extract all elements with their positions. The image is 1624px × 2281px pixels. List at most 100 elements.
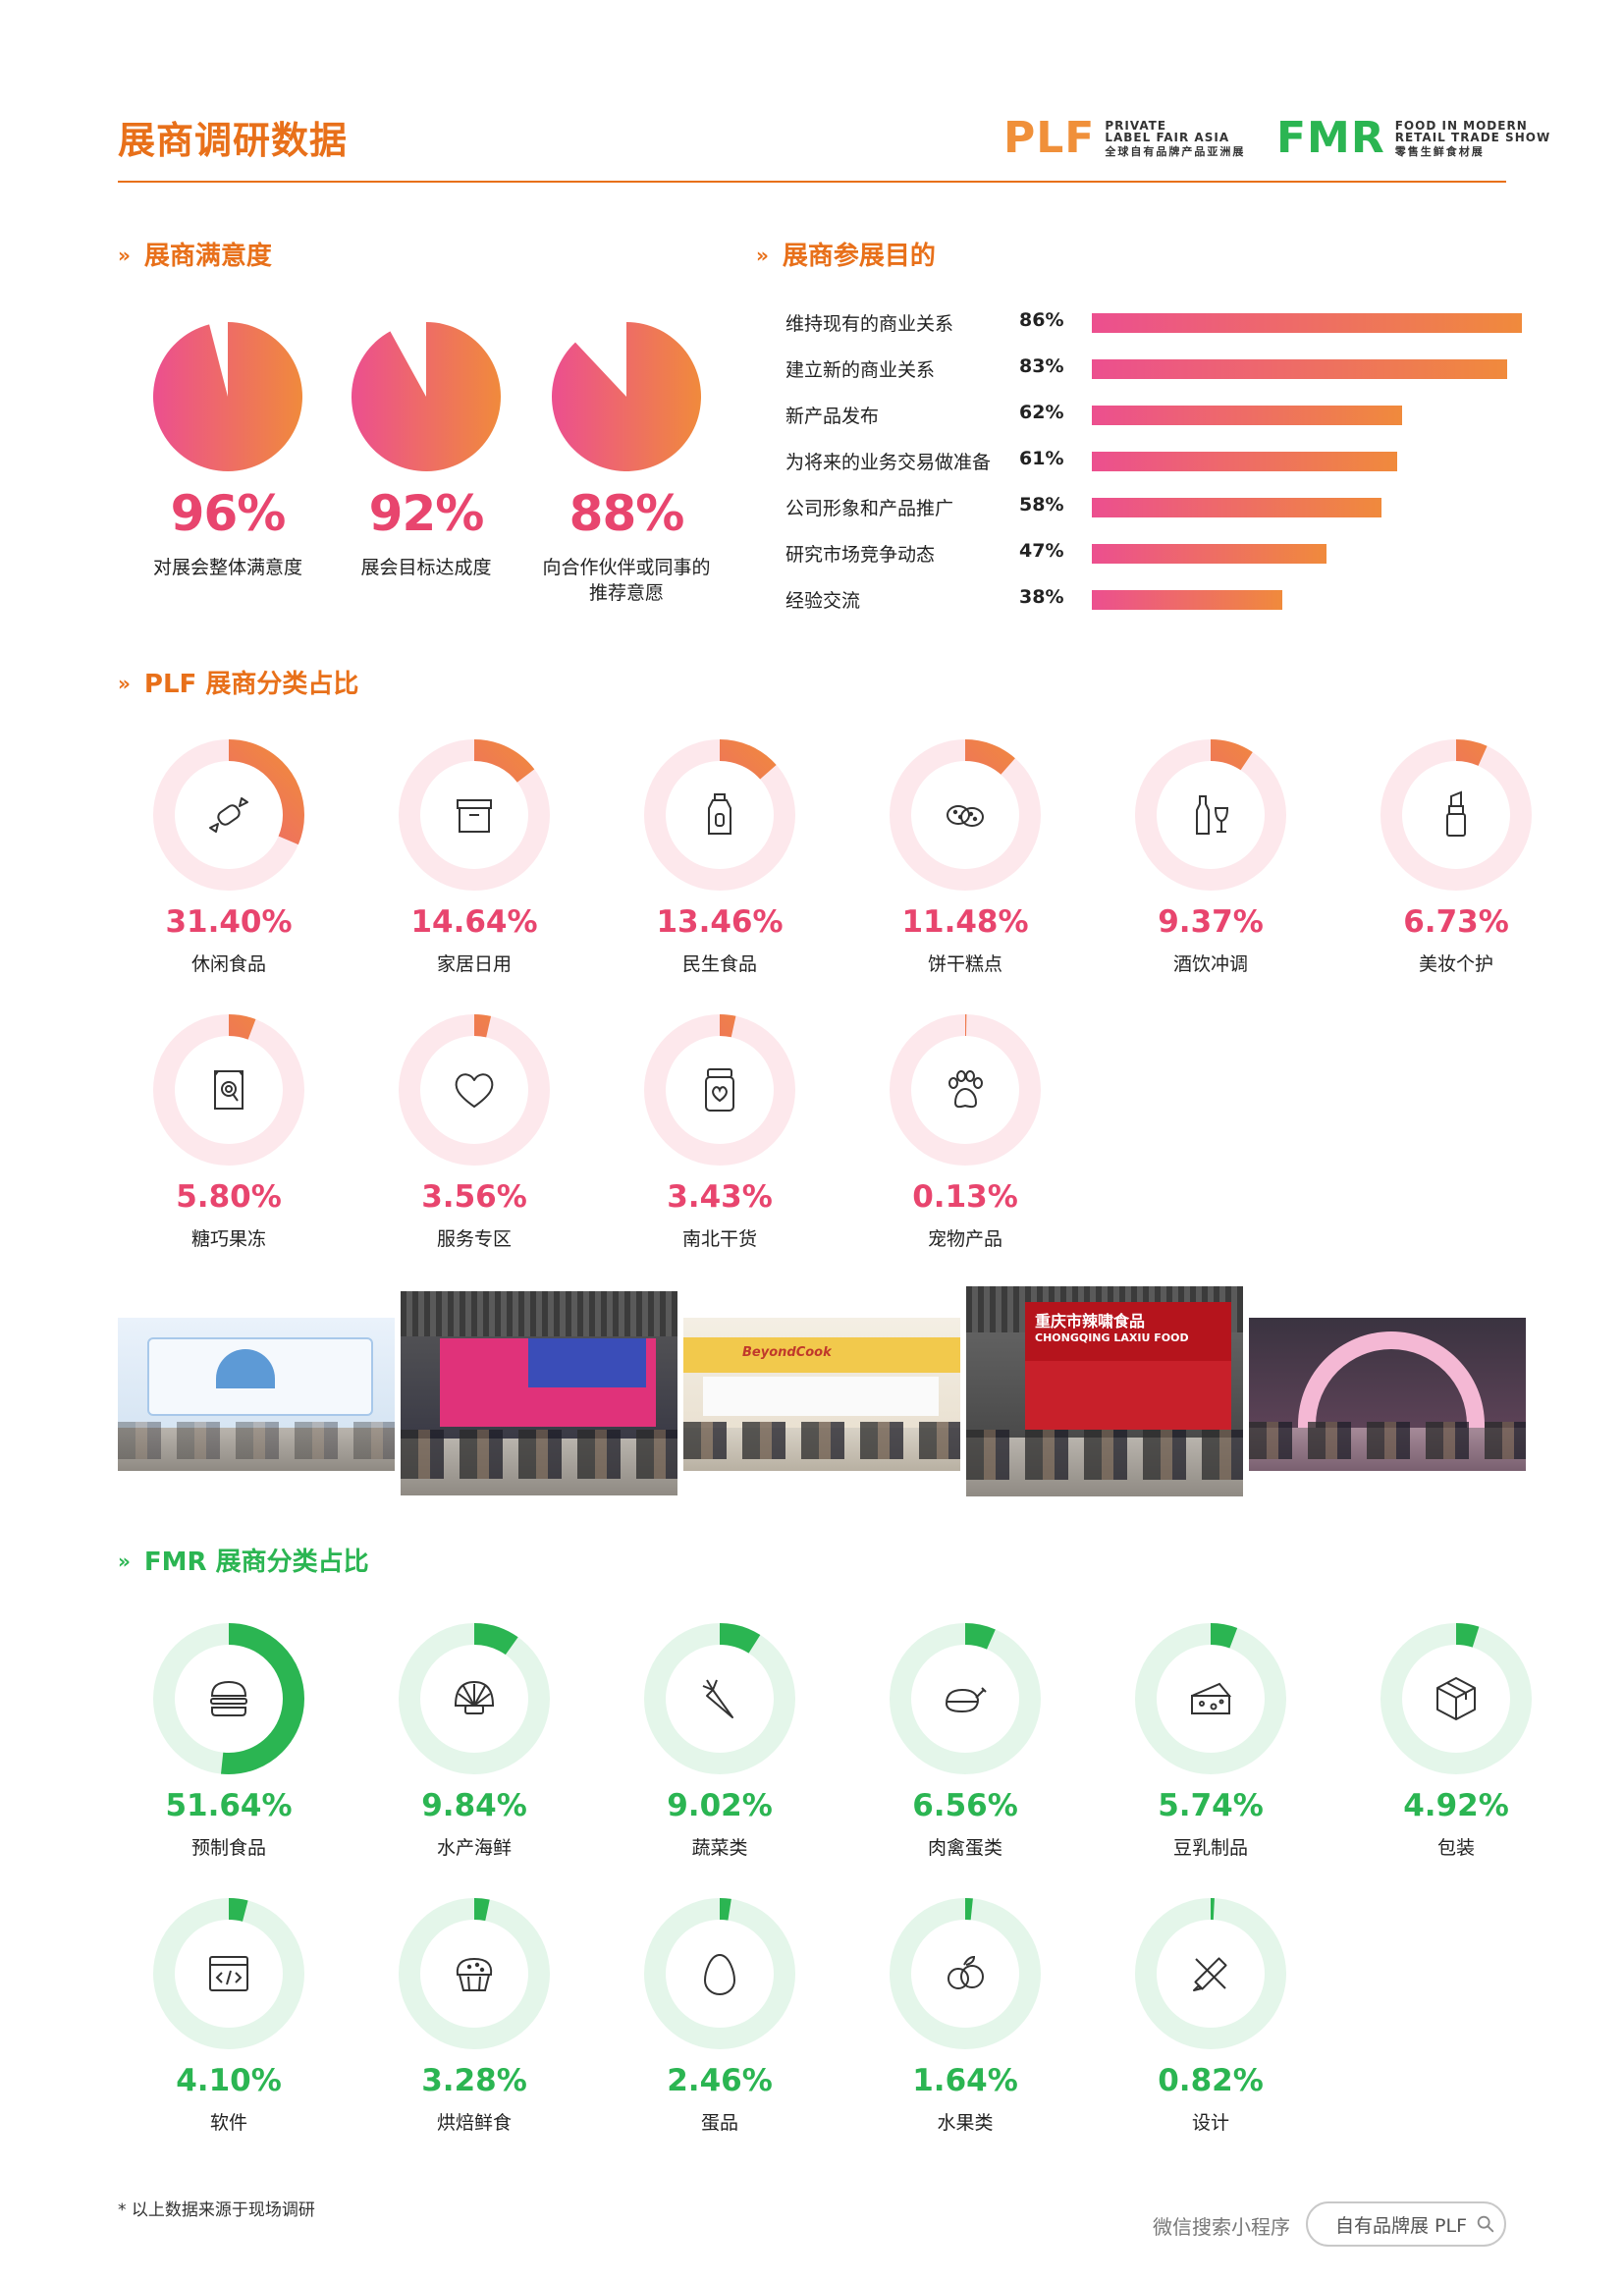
donut-label: 服务专区 <box>436 1228 512 1250</box>
category-donut <box>644 1898 795 2049</box>
category-donut <box>1135 739 1286 891</box>
exhibition-photo-4: 重庆市辣啸食品 CHONGQING LAXIU FOOD <box>966 1286 1243 1496</box>
category-donut <box>890 1014 1041 1166</box>
category-donut-item: 13.46% 民生食品 <box>622 736 818 976</box>
pie-value: 96% <box>170 485 287 542</box>
cookie-icon <box>947 805 984 827</box>
purpose-bar-row: 建立新的商业关系 83% <box>785 353 1532 383</box>
jar-icon <box>705 1068 734 1112</box>
category-donut <box>153 1898 304 2049</box>
donut-arc <box>1135 1898 1286 2049</box>
design-icon <box>1193 1957 1227 1991</box>
mini-program-search[interactable]: 自有品牌展 PLF <box>1306 2201 1506 2247</box>
category-donut-item: 4.92% 包装 <box>1358 1620 1554 1860</box>
bar-label: 研究市场竞争动态 <box>785 544 936 566</box>
donut-arc <box>890 1898 1041 2049</box>
header-divider <box>118 181 1506 183</box>
burger-icon <box>210 1680 247 1716</box>
donut-label: 水果类 <box>937 2112 994 2134</box>
satisfaction-pie-item: 96% 对展会整体满意度 <box>130 320 326 581</box>
purpose-bar-row: 经验交流 38% <box>785 584 1532 614</box>
donut-arc <box>153 1014 304 1166</box>
pie-label: 对展会整体满意度 <box>152 557 302 578</box>
exhibition-photo-2 <box>401 1291 677 1495</box>
donut-value: 5.80% <box>176 1179 282 1215</box>
exhibition-photo-3: BeyondCook <box>683 1318 960 1471</box>
donut-arc <box>1135 739 1286 891</box>
donut-label: 蔬菜类 <box>691 1837 748 1859</box>
purpose-bar <box>1092 544 1326 564</box>
category-donut <box>399 1014 550 1166</box>
donut-label: 肉禽蛋类 <box>927 1837 1002 1859</box>
plf-logo: PLF PRIVATE LABEL FAIR ASIA 全球自有品牌产品亚洲展 <box>1003 114 1245 163</box>
category-donut <box>1135 1898 1286 2049</box>
donut-label: 饼干糕点 <box>927 953 1002 975</box>
bar-value: 62% <box>1019 402 1064 423</box>
fmr-logo-line1: FOOD IN MODERN <box>1394 118 1528 133</box>
category-donut-item: 9.37% 酒饮冲调 <box>1112 736 1309 976</box>
purpose-bar-row: 维持现有的商业关系 86% <box>785 307 1532 337</box>
donut-arc <box>644 1898 795 2049</box>
donut-value: 0.13% <box>912 1179 1018 1215</box>
booth-sign-beyondcook: BeyondCook <box>742 1345 832 1360</box>
plf-logo-line2: LABEL FAIR ASIA <box>1105 131 1230 145</box>
donut-value: 13.46% <box>656 904 784 940</box>
chevron-right-icon: » <box>118 244 131 267</box>
purpose-bar <box>1092 452 1397 471</box>
candy-bag-icon <box>214 1070 244 1110</box>
plf-logo-mark: PLF <box>1003 113 1096 163</box>
donut-arc <box>890 739 1041 891</box>
pie-label: 向合作伙伴或同事的推荐意愿 <box>542 557 711 604</box>
donut-label: 设计 <box>1191 2112 1229 2134</box>
bar-label: 建立新的商业关系 <box>785 359 936 381</box>
category-donut-item: 6.56% 肉禽蛋类 <box>867 1620 1063 1860</box>
purpose-section-title: » 展商参展目的 <box>756 242 936 271</box>
package-icon <box>1436 1677 1476 1720</box>
donut-value: 1.64% <box>912 2063 1018 2098</box>
donut-label: 美妆个护 <box>1418 953 1493 975</box>
muffin-icon <box>456 1957 493 1991</box>
fmr-logo-mark: FMR <box>1276 113 1385 163</box>
donut-arc <box>399 1014 550 1166</box>
category-donut-item: 9.84% 水产海鲜 <box>376 1620 572 1860</box>
category-donut <box>153 1014 304 1166</box>
bottle-icon <box>708 793 731 835</box>
donut-arc <box>399 1898 550 2049</box>
donut-value: 6.56% <box>912 1788 1018 1823</box>
page-title: 展商调研数据 <box>118 119 349 162</box>
category-donut-item: 4.10% 软件 <box>131 1895 327 2135</box>
bar-value: 83% <box>1019 355 1064 377</box>
category-donut-item: 3.56% 服务专区 <box>376 1011 572 1251</box>
purpose-bar <box>1092 313 1522 333</box>
carrot-icon <box>702 1679 733 1718</box>
donut-arc <box>399 739 550 891</box>
donut-label: 休闲食品 <box>190 953 266 975</box>
donut-label: 民生食品 <box>681 953 757 975</box>
donut-arc <box>644 1014 795 1166</box>
bar-value: 61% <box>1019 448 1064 469</box>
chicken-icon <box>945 1687 987 1713</box>
donut-arc <box>890 1014 1041 1166</box>
bar-value: 58% <box>1019 494 1064 516</box>
donut-label: 水产海鲜 <box>436 1837 512 1859</box>
category-donut-item: 14.64% 家居日用 <box>376 736 572 976</box>
satisfaction-pie <box>153 322 302 471</box>
booth-sign-cn: 重庆市辣啸食品 <box>1035 1312 1146 1331</box>
donut-value: 9.02% <box>667 1788 773 1823</box>
lipstick-icon <box>1446 790 1466 837</box>
shell-icon <box>454 1680 495 1714</box>
purpose-bar <box>1092 406 1402 425</box>
category-donut <box>644 739 795 891</box>
plf-logo-line3: 全球自有品牌产品亚洲展 <box>1105 144 1246 158</box>
chevron-right-icon: » <box>118 1549 131 1573</box>
donut-value: 0.82% <box>1158 2063 1264 2098</box>
bar-label: 新产品发布 <box>785 406 880 427</box>
donut-label: 家居日用 <box>436 953 512 975</box>
category-donut <box>644 1623 795 1774</box>
category-donut <box>890 1623 1041 1774</box>
category-donut-item: 5.74% 豆乳制品 <box>1112 1620 1309 1860</box>
category-donut-item: 51.64% 预制食品 <box>131 1620 327 1860</box>
donut-label: 包装 <box>1436 1837 1475 1859</box>
satisfaction-pie <box>552 322 701 471</box>
donut-value: 4.92% <box>1403 1788 1509 1823</box>
